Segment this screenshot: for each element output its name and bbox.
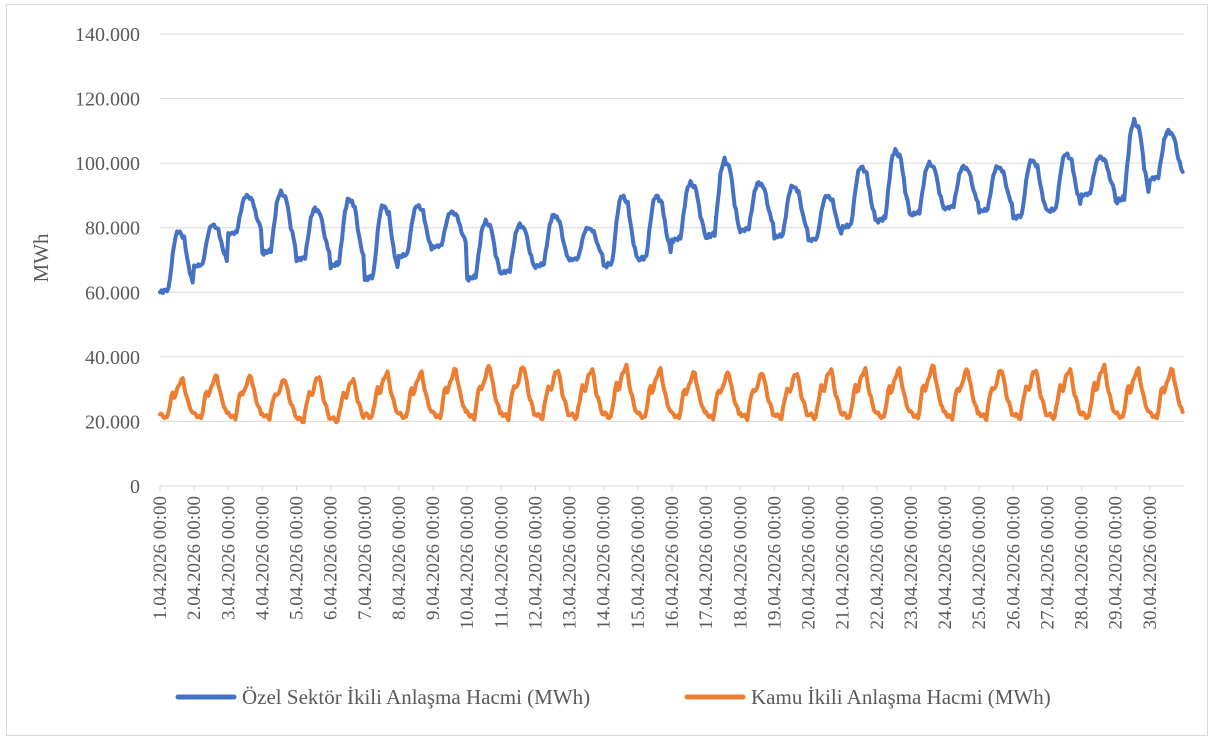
chart-frame [6,4,1208,736]
x-tick-label: 29.04.2026 00:00 [1106,496,1127,630]
x-tick-label: 9.04.2026 00:00 [423,496,444,620]
y-tick-label: 40.000 [85,347,140,369]
x-tick-label: 30.04.2026 00:00 [1140,496,1161,630]
x-tick-label: 13.04.2026 00:00 [560,496,581,630]
x-tick-label: 7.04.2026 00:00 [355,496,376,620]
x-tick-label: 10.04.2026 00:00 [457,496,478,630]
x-tick-label: 23.04.2026 00:00 [901,496,922,630]
x-tick-label: 11.04.2026 00:00 [491,496,512,629]
x-tick-label: 12.04.2026 00:00 [525,496,546,630]
x-tick-label: 16.04.2026 00:00 [662,496,683,630]
y-tick-label: 80.000 [85,218,140,240]
x-tick-label: 22.04.2026 00:00 [867,496,888,630]
x-tick-label: 26.04.2026 00:00 [1003,496,1024,630]
x-tick-label: 6.04.2026 00:00 [321,496,342,620]
x-tick-label: 17.04.2026 00:00 [696,496,717,630]
x-tick-label: 27.04.2026 00:00 [1037,496,1058,630]
x-tick-label: 4.04.2026 00:00 [252,496,273,620]
y-axis-label: MWh [29,233,53,282]
x-tick-label: 19.04.2026 00:00 [764,496,785,630]
legend-label-public: Kamu İkili Anlaşma Hacmi (MWh) [751,685,1051,709]
x-tick-label: 15.04.2026 00:00 [628,496,649,630]
x-tick-label: 20.04.2026 00:00 [799,496,820,630]
series-line-private [158,116,1185,296]
y-tick-label: 140.000 [75,24,140,46]
legend: Özel Sektör İkili Anlaşma Hacmi (MWh) Ka… [175,685,1051,709]
y-tick-label: 20.000 [85,411,140,433]
y-tick-label: 100.000 [75,153,140,175]
x-tick-label: 2.04.2026 00:00 [184,496,205,620]
series-line-public [158,362,1185,425]
x-tick-label: 3.04.2026 00:00 [218,496,239,620]
x-tick-label: 5.04.2026 00:00 [287,496,308,620]
x-tick-label: 14.04.2026 00:00 [594,496,615,630]
y-tick-label: 60.000 [85,282,140,304]
y-axis-ticks: 0 20.000 40.000 60.000 80.000 100.000 120.000 1… [75,24,140,498]
series-lines [158,116,1185,425]
x-axis-ticks: 1.04.2026 00:00 2.04.2026 00:00 3.04.2026 … [150,486,1161,630]
x-tick-label: 8.04.2026 00:00 [389,496,410,620]
y-tick-label: 120.000 [75,89,140,111]
x-tick-label: 1.04.2026 00:00 [150,496,171,620]
x-tick-label: 28.04.2026 00:00 [1072,496,1093,630]
legend-label-private: Özel Sektör İkili Anlaşma Hacmi (MWh) [242,685,590,709]
x-tick-label: 21.04.2026 00:00 [833,496,854,630]
x-tick-label: 25.04.2026 00:00 [969,496,990,630]
x-tick-label: 18.04.2026 00:00 [730,496,751,630]
x-tick-label: 24.04.2026 00:00 [935,496,956,630]
y-tick-label: 0 [130,476,140,498]
grid-lines [160,33,1184,487]
